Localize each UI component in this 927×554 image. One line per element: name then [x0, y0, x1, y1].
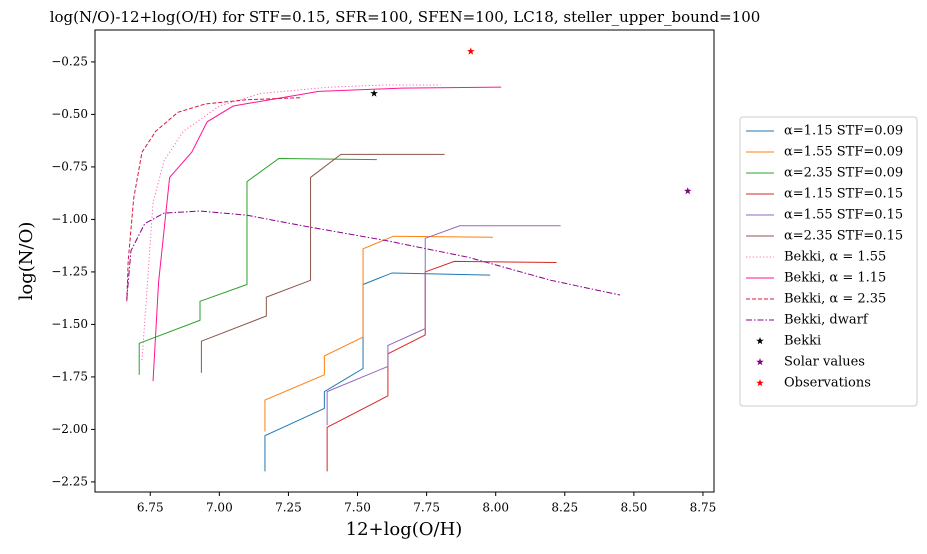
series-line: [126, 97, 303, 302]
legend-box: [739, 116, 918, 407]
legend-label: α=1.15 STF=0.09: [784, 124, 903, 139]
series-line: [126, 210, 621, 300]
legend-label: Solar values: [784, 355, 865, 370]
x-axis-label: 12+log(O/H): [346, 519, 463, 540]
x-tick-label: 8.00: [482, 501, 509, 515]
legend-label: Bekki: [784, 334, 821, 349]
legend-marker: [756, 358, 764, 366]
x-tick-label: 6.75: [137, 501, 164, 515]
series-line: [326, 225, 561, 426]
legend-label: α=1.15 STF=0.15: [784, 187, 903, 202]
marker: [467, 47, 475, 55]
legend-label: Bekki, α = 1.15: [784, 271, 886, 286]
x-tick-label: 8.50: [621, 501, 648, 515]
y-tick-label: −0.25: [51, 54, 88, 68]
legend-label: Observations: [784, 376, 871, 391]
y-tick-label: −2.25: [51, 474, 88, 488]
marker: [370, 89, 378, 97]
y-tick-label: −1.25: [51, 264, 88, 278]
y-tick-label: −0.75: [51, 159, 88, 173]
series-line: [326, 260, 557, 472]
x-tick-label: 8.75: [690, 501, 717, 515]
legend-label: α=1.55 STF=0.15: [784, 208, 903, 223]
legend-label: α=2.35 STF=0.15: [784, 229, 903, 244]
legend-label: Bekki, α = 2.35: [784, 292, 886, 307]
legend-label: Bekki, α = 1.55: [784, 250, 886, 265]
y-tick-label: −1.75: [51, 369, 88, 383]
y-axis-label: log(N/O): [16, 222, 37, 301]
marker: [683, 187, 692, 195]
series-line: [200, 153, 445, 373]
series-line: [264, 235, 493, 432]
x-tick-label: 7.50: [344, 501, 371, 515]
series-line: [138, 158, 377, 375]
y-tick-label: −2.00: [51, 422, 88, 436]
x-tick-label: 7.75: [413, 501, 440, 515]
x-tick-label: 7.00: [206, 501, 233, 515]
y-tick-label: −1.00: [51, 212, 88, 226]
x-tick-label: 8.25: [551, 501, 578, 515]
x-tick-label: 7.25: [275, 501, 302, 515]
series-line: [141, 84, 441, 361]
series-line: [152, 86, 502, 382]
chart-title: log(N/O)-12+log(O/H) for STF=0.15, SFR=1…: [50, 8, 761, 26]
legend-label: Bekki, dwarf: [784, 313, 869, 328]
series-line: [264, 272, 491, 472]
legend-marker: [756, 379, 764, 387]
legend-label: α=2.35 STF=0.09: [784, 166, 903, 181]
y-tick-label: −0.50: [51, 107, 88, 121]
legend-marker: [756, 337, 764, 345]
y-tick-label: −1.50: [51, 317, 88, 331]
plot-frame: [94, 29, 715, 493]
legend-label: α=1.55 STF=0.09: [784, 145, 903, 160]
